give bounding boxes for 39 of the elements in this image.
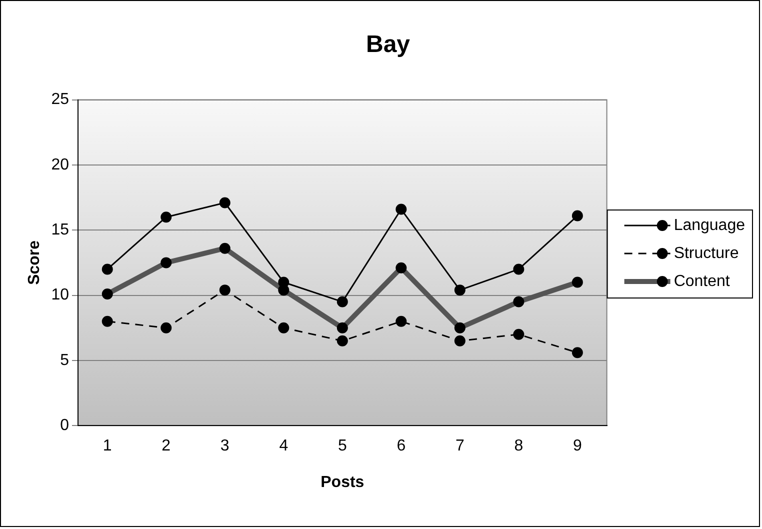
y-tick-label: 0 — [60, 417, 70, 434]
y-tick-label: 15 — [51, 222, 70, 239]
point — [572, 347, 583, 358]
x-tick-label: 5 — [338, 438, 347, 455]
x-tick-label: 7 — [455, 438, 464, 455]
x-tick-label: 8 — [514, 438, 524, 455]
point — [219, 284, 230, 296]
point — [396, 204, 407, 215]
legend-label: Content — [674, 272, 730, 290]
x-tick-label: 9 — [572, 438, 582, 455]
y-tick-label: 20 — [51, 156, 70, 174]
point — [219, 197, 230, 208]
point — [396, 316, 407, 327]
chart-title: Bay — [366, 31, 411, 58]
point — [278, 322, 290, 334]
point — [454, 284, 466, 296]
x-axis-title: Posts — [320, 474, 364, 491]
y-axis-title: Score — [26, 240, 44, 285]
point — [278, 276, 290, 288]
y-tick-label: 5 — [60, 352, 70, 369]
point — [336, 296, 348, 308]
legend-label: Structure — [674, 244, 739, 262]
x-tick-label: 4 — [279, 438, 288, 455]
point — [160, 322, 172, 334]
point — [336, 335, 348, 346]
x-tick-label: 3 — [220, 438, 230, 455]
point — [102, 264, 113, 275]
point — [102, 316, 113, 327]
point — [454, 335, 466, 346]
x-tick-label: 6 — [396, 438, 406, 455]
y-tick-label: 25 — [51, 91, 70, 108]
legend-label: Language — [674, 216, 746, 234]
point — [513, 264, 524, 275]
y-tick-label: 10 — [51, 286, 70, 304]
point — [513, 328, 524, 340]
x-tick-label: 2 — [162, 438, 171, 455]
x-tick-label: 1 — [102, 438, 112, 455]
point — [572, 210, 583, 222]
point — [160, 212, 172, 223]
